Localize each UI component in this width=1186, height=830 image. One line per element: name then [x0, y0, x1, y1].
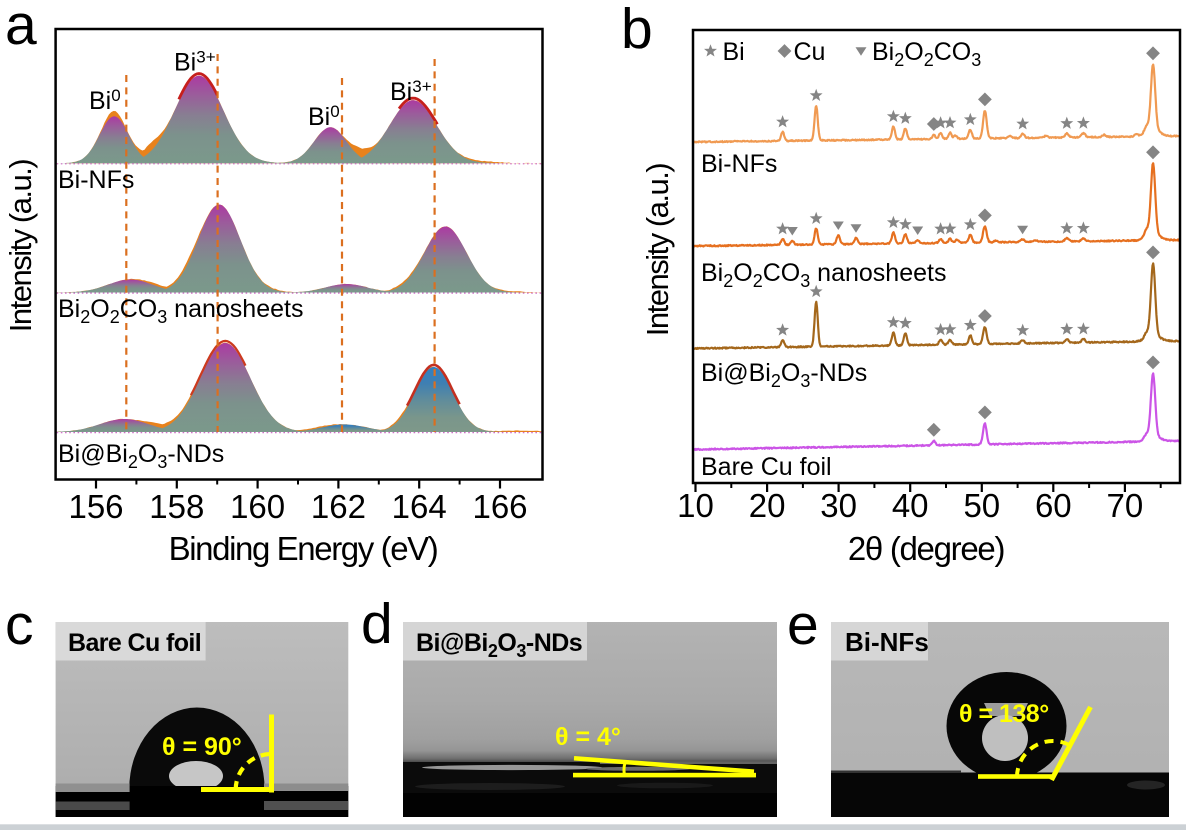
svg-text:e: e — [787, 593, 819, 657]
svg-text:a: a — [5, 0, 37, 57]
svg-text:Bare Cu foil: Bare Cu foil — [68, 629, 201, 657]
svg-text:Binding Energy (eV): Binding Energy (eV) — [169, 530, 438, 567]
svg-text:30: 30 — [820, 487, 857, 524]
svg-text:162: 162 — [311, 488, 366, 525]
svg-text:b: b — [621, 0, 653, 61]
svg-text:160: 160 — [230, 488, 285, 525]
svg-text:Bare Cu foil: Bare Cu foil — [701, 453, 832, 481]
svg-text:Cu: Cu — [794, 38, 826, 66]
svg-text:Bi@Bi2​O3​-NDs: Bi@Bi2​O3​-NDs — [58, 440, 224, 472]
svg-text:164: 164 — [392, 488, 447, 525]
svg-text:20: 20 — [749, 487, 786, 524]
svg-text:Bi@Bi2​O3​-NDs: Bi@Bi2​O3​-NDs — [701, 359, 867, 391]
svg-text:c: c — [5, 593, 34, 657]
svg-text:2θ (degree): 2θ (degree) — [848, 530, 1004, 567]
svg-text:Bi-NFs: Bi-NFs — [701, 150, 777, 178]
svg-text:Bi3+: Bi3+ — [390, 77, 432, 106]
svg-text:Bi-NFs: Bi-NFs — [845, 627, 929, 657]
svg-text:Bi2​O2​CO3​: Bi2​O2​CO3​ — [872, 38, 981, 70]
svg-text:Bi0: Bi0 — [89, 86, 121, 115]
svg-text:70: 70 — [1107, 487, 1144, 524]
svg-text:Bi-NFs: Bi-NFs — [58, 166, 134, 194]
svg-text:Bi2​O2​CO3​ nanosheets: Bi2​O2​CO3​ nanosheets — [701, 259, 946, 291]
svg-text:Bi@Bi2​O3​-NDs: Bi@Bi2​O3​-NDs — [416, 629, 582, 661]
svg-text:d: d — [361, 592, 393, 656]
svg-text:10: 10 — [677, 487, 714, 524]
svg-text:156: 156 — [68, 488, 123, 525]
svg-text:θ = 4°: θ = 4° — [555, 723, 621, 751]
svg-text:158: 158 — [149, 488, 204, 525]
svg-text:40: 40 — [892, 487, 929, 524]
svg-text:Bi3+: Bi3+ — [174, 48, 216, 77]
svg-text:50: 50 — [963, 487, 1000, 524]
svg-text:Bi: Bi — [723, 38, 745, 66]
svg-text:60: 60 — [1035, 487, 1072, 524]
svg-text:Intensity (a.u.): Intensity (a.u.) — [640, 164, 675, 337]
svg-text:Bi2​O2​CO3​ nanosheets: Bi2​O2​CO3​ nanosheets — [58, 295, 303, 327]
svg-text:166: 166 — [472, 488, 527, 525]
svg-text:θ = 138°: θ = 138° — [959, 700, 1049, 728]
svg-text:Bi0: Bi0 — [308, 102, 340, 131]
svg-text:Intensity (a.u.): Intensity (a.u.) — [3, 160, 38, 333]
svg-text:θ = 90°: θ = 90° — [162, 733, 242, 761]
